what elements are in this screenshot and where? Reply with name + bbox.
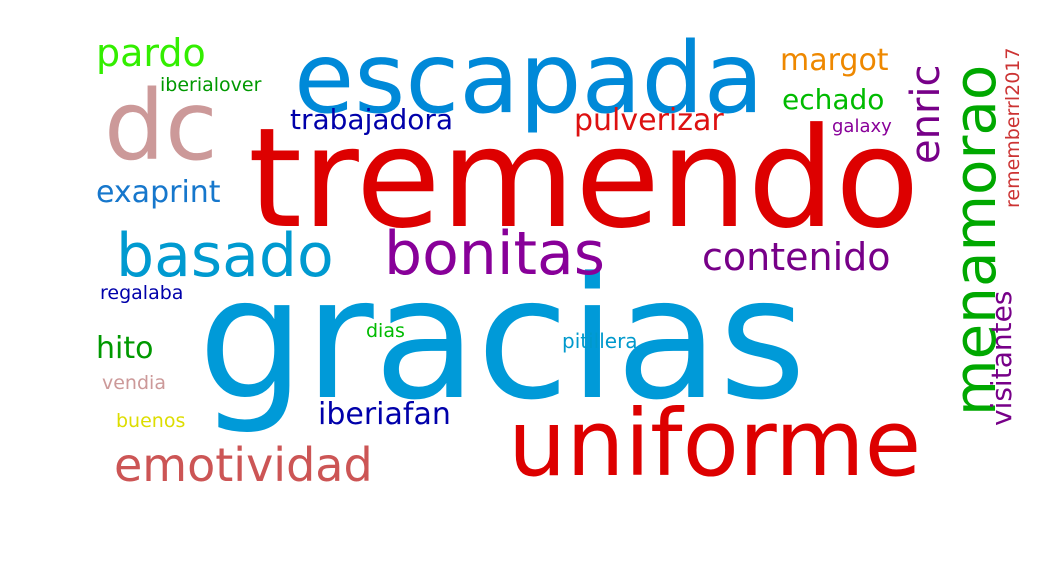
word-contenido: contenido [702,235,891,279]
word-visitantes: visitantes [985,290,1018,426]
word-pulverizar: pulverizar [574,103,724,138]
word-regalaba: regalaba [100,282,184,304]
word-echado: echado [782,83,885,116]
word-hito: hito [96,331,154,366]
word-tremendo: tremendo [248,98,920,259]
word-gracias: gracias [198,241,807,437]
word-trabajadora: trabajadora [290,103,454,136]
word-margot: margot [780,43,889,78]
word-basado: basado [116,221,334,291]
word-uniforme: uniforme [508,390,922,497]
word-rememberrl2017: rememberrl2017 [1002,47,1024,208]
word-pitillera: pitillera [562,329,638,353]
word-pardo: pardo [96,31,206,75]
word-iberialover: iberialover [160,74,262,96]
word-exaprint: exaprint [96,175,221,210]
word-emotividad: emotividad [114,438,373,492]
word-escapada: escapada [294,22,764,136]
word-vendia: vendia [102,372,166,394]
word-galaxy: galaxy [832,116,892,137]
word-enric: enric [903,64,949,164]
word-dias: dias [366,320,405,342]
word-buenos: buenos [116,410,186,432]
word-bonitas: bonitas [384,219,606,289]
word-iberiafan: iberiafan [318,397,451,432]
word-dc: dc [104,70,218,182]
